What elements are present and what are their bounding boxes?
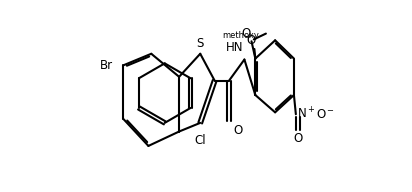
Text: N$^+$: N$^+$ bbox=[297, 107, 315, 122]
Text: O: O bbox=[234, 124, 243, 137]
Text: S: S bbox=[197, 37, 204, 50]
Text: O: O bbox=[293, 132, 302, 146]
Text: Br: Br bbox=[100, 59, 113, 72]
Text: O: O bbox=[241, 27, 250, 40]
Text: Cl: Cl bbox=[194, 134, 206, 147]
Text: HN: HN bbox=[226, 41, 243, 54]
Text: O: O bbox=[246, 34, 255, 47]
Text: methoxy: methoxy bbox=[222, 31, 260, 40]
Text: O$^-$: O$^-$ bbox=[316, 108, 335, 121]
